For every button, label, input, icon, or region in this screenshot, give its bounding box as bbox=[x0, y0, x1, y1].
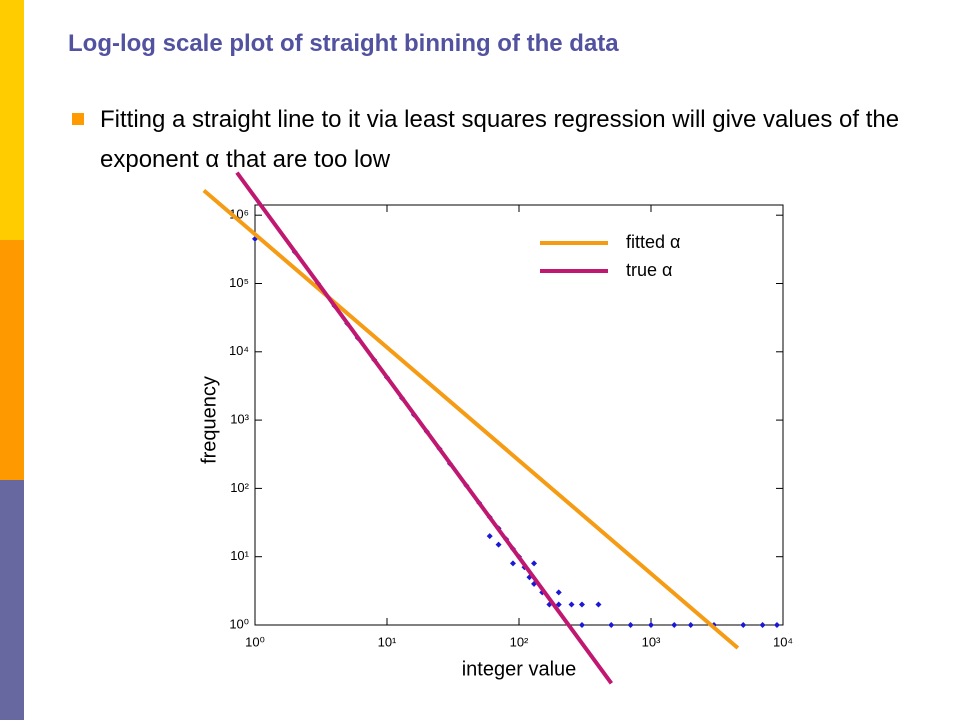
data-point bbox=[687, 622, 694, 628]
x-tick-label: 10⁴ bbox=[773, 634, 793, 649]
bullet-marker bbox=[72, 113, 84, 125]
fit-line bbox=[202, 188, 740, 650]
data-point bbox=[555, 601, 562, 608]
y-tick-label: 10³ bbox=[230, 412, 249, 427]
x-tick-label: 10² bbox=[510, 634, 529, 649]
data-point bbox=[578, 601, 585, 608]
data-point bbox=[595, 601, 602, 608]
data-point bbox=[555, 589, 562, 596]
y-axis-label: frequency bbox=[198, 376, 220, 464]
data-point bbox=[608, 622, 615, 628]
legend-label: true α bbox=[626, 260, 672, 280]
bar-purple bbox=[0, 480, 24, 720]
y-tick-label: 10⁰ bbox=[229, 616, 249, 631]
y-tick-label: 10² bbox=[230, 480, 249, 495]
data-point bbox=[759, 622, 766, 628]
x-tick-label: 10⁰ bbox=[245, 634, 265, 649]
data-point bbox=[578, 622, 585, 628]
x-tick-label: 10³ bbox=[642, 634, 661, 649]
data-point bbox=[531, 560, 538, 567]
y-tick-label: 10¹ bbox=[230, 548, 249, 563]
y-tick-label: 10⁴ bbox=[229, 343, 249, 358]
data-point bbox=[627, 622, 634, 628]
bullet-text: Fitting a straight line to it via least … bbox=[100, 106, 900, 173]
data-point bbox=[740, 622, 747, 628]
bar-yellow bbox=[0, 0, 24, 240]
data-point bbox=[495, 541, 502, 548]
data-point bbox=[509, 560, 516, 567]
data-point bbox=[671, 622, 678, 628]
data-point bbox=[568, 601, 575, 608]
bar-orange bbox=[0, 240, 24, 480]
data-point bbox=[773, 622, 780, 628]
fit-line bbox=[235, 171, 613, 685]
x-axis-label: integer value bbox=[462, 658, 577, 680]
data-point bbox=[648, 622, 654, 628]
y-tick-label: 10⁵ bbox=[229, 275, 249, 290]
x-tick-label: 10¹ bbox=[378, 634, 397, 649]
data-point bbox=[486, 533, 493, 540]
plot-frame bbox=[254, 204, 784, 626]
legend-label: fitted α bbox=[626, 232, 680, 252]
side-bar bbox=[0, 0, 24, 720]
slide-title: Log-log scale plot of straight binning o… bbox=[68, 30, 619, 57]
